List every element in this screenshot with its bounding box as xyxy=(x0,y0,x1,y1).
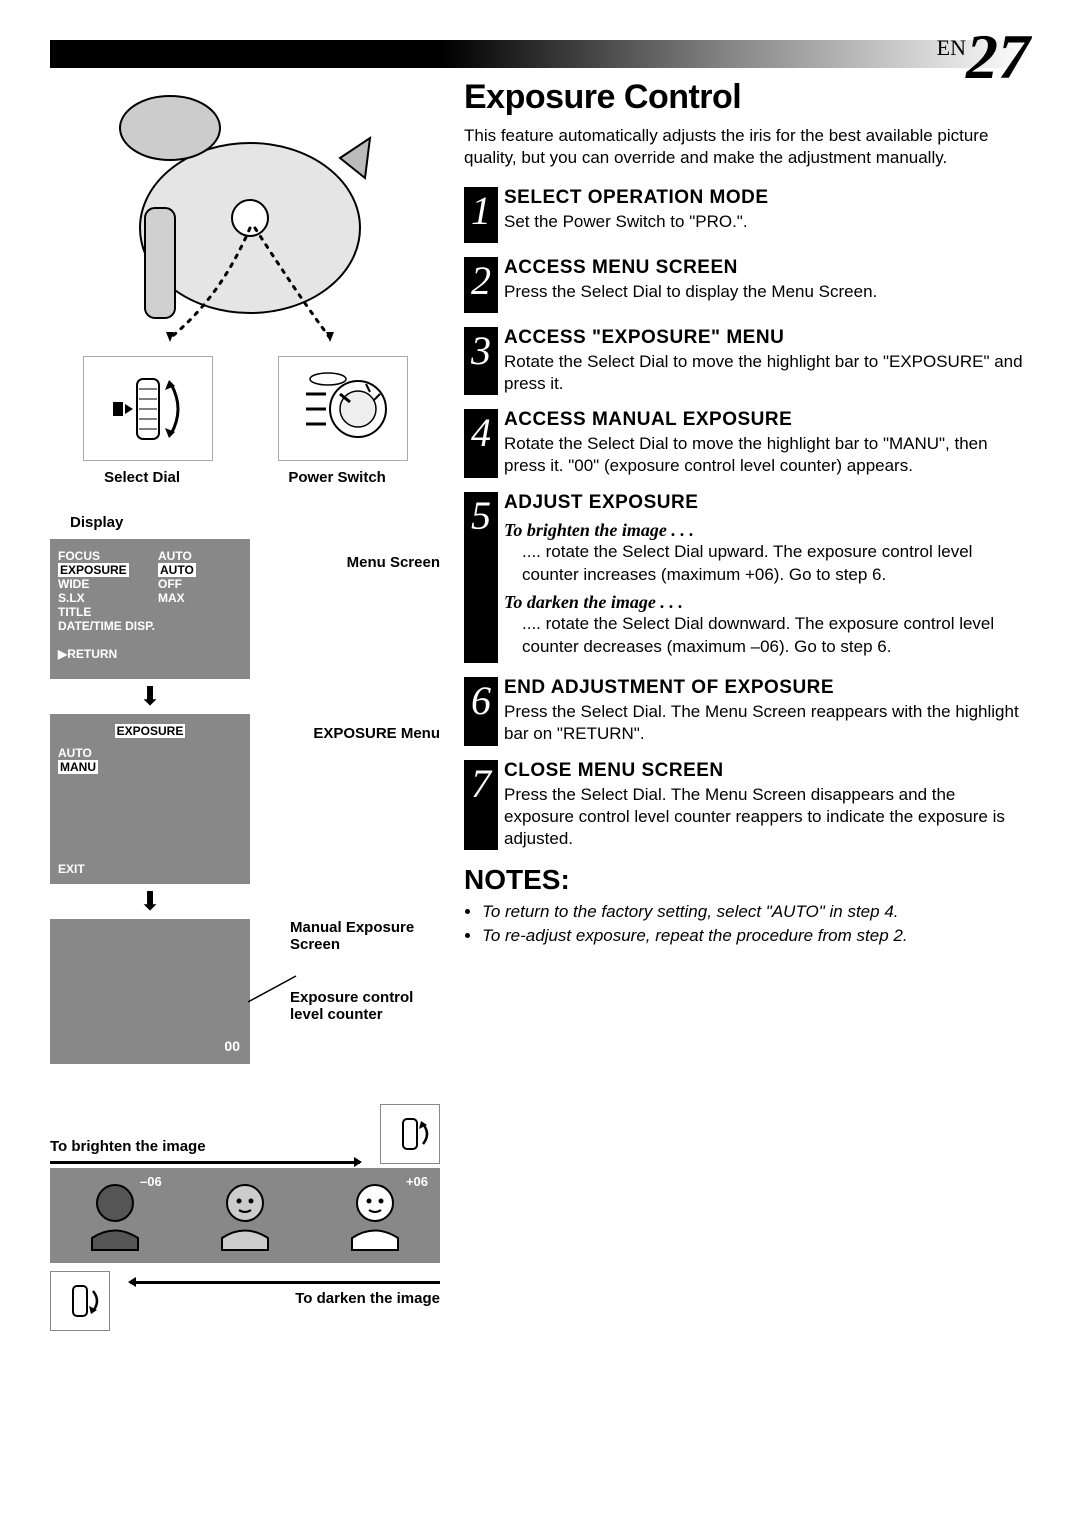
step-title: SELECT OPERATION MODE xyxy=(504,187,1030,209)
step-6: 6 END ADJUSTMENT OF EXPOSUREPress the Se… xyxy=(464,677,1030,745)
power-switch-label: Power Switch xyxy=(288,469,386,486)
menu-row-exposure: EXPOSURE xyxy=(58,563,129,577)
step-number: 5 xyxy=(464,492,498,664)
face-mid-icon xyxy=(205,1176,285,1256)
step-desc: Rotate the Select Dial to move the highl… xyxy=(504,433,1030,477)
exposure-menu-label: EXPOSURE Menu xyxy=(313,725,440,742)
exposure-exit: EXIT xyxy=(58,862,85,876)
exposure-minus-label: –06 xyxy=(140,1174,162,1189)
step-title: ACCESS MANUAL EXPOSURE xyxy=(504,409,1030,431)
step-title: CLOSE MENU SCREEN xyxy=(504,760,1030,782)
intro-text: This feature automatically adjusts the i… xyxy=(464,125,1030,169)
menu-row-title: TITLE xyxy=(58,605,158,619)
menu-screen-label: Menu Screen xyxy=(347,554,440,571)
arrow-down-icon: ⬇ xyxy=(50,886,250,917)
note-item: To return to the factory setting, select… xyxy=(482,900,1030,924)
menu-screen: FOCUSAUTO EXPOSUREAUTO WIDEOFF S.LXMAX T… xyxy=(50,539,250,679)
select-dial-label: Select Dial xyxy=(104,469,180,486)
step-desc: Set the Power Switch to "PRO.". xyxy=(504,211,1030,233)
step-desc: Press the Select Dial. The Menu Screen r… xyxy=(504,701,1030,745)
step-subhead: To brighten the image . . . xyxy=(504,520,1030,541)
exposure-menu-screen: EXPOSURE AUTO MANU EXIT xyxy=(50,714,250,884)
step-number: 4 xyxy=(464,409,498,477)
manual-exposure-label: Manual Exposure Screen xyxy=(290,919,440,953)
display-label: Display xyxy=(70,514,440,531)
brighten-label: To brighten the image xyxy=(50,1138,360,1155)
manual-exposure-screen: 00 xyxy=(50,919,250,1064)
top-gradient-bar xyxy=(50,40,1030,68)
dial-up-icon xyxy=(380,1104,440,1164)
camera-illustration xyxy=(50,78,440,348)
step-desc: Press the Select Dial to display the Men… xyxy=(504,281,1030,303)
step-5: 5 ADJUST EXPOSURE To brighten the image … xyxy=(464,492,1030,664)
select-dial-illustration xyxy=(83,356,213,461)
menu-row-datetime: DATE/TIME DISP. xyxy=(58,619,155,633)
dial-down-icon xyxy=(50,1271,110,1331)
page-prefix: EN xyxy=(937,35,966,60)
step-subbody: .... rotate the Select Dial upward. The … xyxy=(522,541,1030,587)
step-3: 3 ACCESS "EXPOSURE" MENURotate the Selec… xyxy=(464,327,1030,395)
left-column: Select Dial Power Switch Display Menu Sc… xyxy=(50,78,440,1331)
menu-return: ▶RETURN xyxy=(58,647,242,661)
face-bright-icon xyxy=(335,1176,415,1256)
menu-row-slx: S.LX xyxy=(58,591,158,605)
step-subbody: .... rotate the Select Dial downward. Th… xyxy=(522,613,1030,659)
notes-list: To return to the factory setting, select… xyxy=(464,900,1030,948)
step-4: 4 ACCESS MANUAL EXPOSURERotate the Selec… xyxy=(464,409,1030,477)
step-desc: Rotate the Select Dial to move the highl… xyxy=(504,351,1030,395)
step-title: END ADJUSTMENT OF EXPOSURE xyxy=(504,677,1030,699)
step-1: 1 SELECT OPERATION MODESet the Power Swi… xyxy=(464,187,1030,243)
page-number: EN27 xyxy=(937,35,1030,83)
step-title: ACCESS MENU SCREEN xyxy=(504,257,1030,279)
note-item: To re-adjust exposure, repeat the proced… xyxy=(482,924,1030,948)
step-title: ACCESS "EXPOSURE" MENU xyxy=(504,327,1030,349)
menu-row-focus: FOCUS xyxy=(58,549,158,563)
exposure-menu-title: EXPOSURE xyxy=(115,724,186,738)
exposure-counter-value: 00 xyxy=(224,1038,240,1054)
notes-title: NOTES: xyxy=(464,864,1030,896)
menu-row-wide: WIDE xyxy=(58,577,158,591)
step-number: 2 xyxy=(464,257,498,313)
step-2: 2 ACCESS MENU SCREENPress the Select Dia… xyxy=(464,257,1030,313)
step-number: 6 xyxy=(464,677,498,745)
exposure-strip: –06 +06 xyxy=(50,1168,440,1263)
page-num-value: 27 xyxy=(966,21,1030,92)
step-number: 7 xyxy=(464,760,498,850)
step-7: 7 CLOSE MENU SCREENPress the Select Dial… xyxy=(464,760,1030,850)
step-subhead: To darken the image . . . xyxy=(504,592,1030,613)
right-column: Exposure Control This feature automatica… xyxy=(464,78,1030,1331)
step-number: 1 xyxy=(464,187,498,243)
exposure-opt-manu: MANU xyxy=(58,760,98,774)
exposure-counter-label: Exposure control level counter xyxy=(290,989,440,1023)
power-switch-illustration xyxy=(278,356,408,461)
step-number: 3 xyxy=(464,327,498,395)
arrow-down-icon: ⬇ xyxy=(50,681,250,712)
exposure-plus-label: +06 xyxy=(406,1174,428,1189)
exposure-opt-auto: AUTO xyxy=(58,746,242,760)
step-title: ADJUST EXPOSURE xyxy=(504,492,1030,514)
page-title: Exposure Control xyxy=(464,78,1030,117)
step-desc: Press the Select Dial. The Menu Screen d… xyxy=(504,784,1030,850)
darken-label: To darken the image xyxy=(130,1290,440,1307)
